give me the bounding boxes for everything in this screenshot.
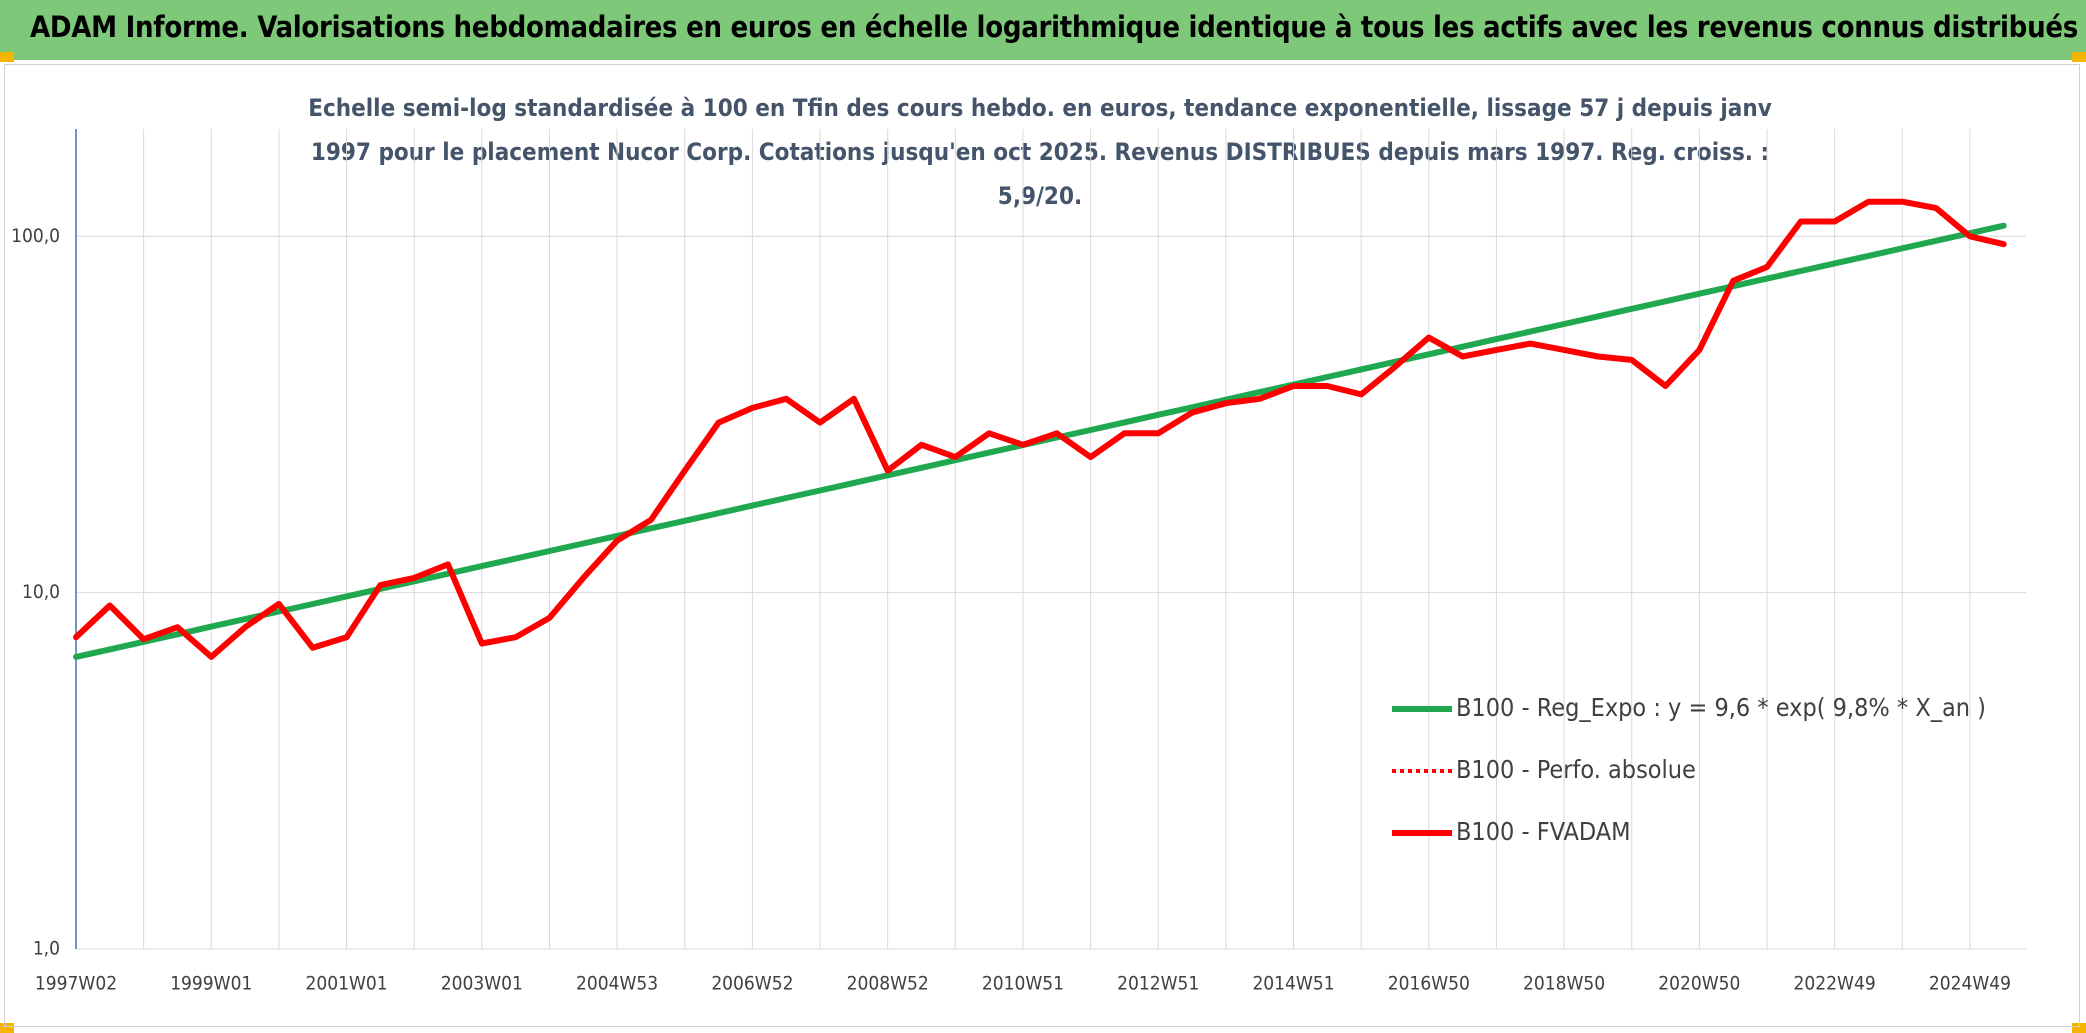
- corner-mark: [2072, 1023, 2086, 1033]
- x-tick-label: 1997W02: [35, 973, 117, 995]
- x-tick-label: 2012W51: [1117, 973, 1199, 995]
- corner-mark: [0, 1023, 14, 1033]
- y-tick-label: 100,0: [11, 225, 60, 247]
- x-tick-label: 2008W52: [847, 973, 929, 995]
- chart-subtitle: Echelle semi-log standardisée à 100 en T…: [308, 94, 1772, 210]
- x-tick-label: 1999W01: [170, 973, 252, 995]
- x-tick-label: 2024W49: [1929, 973, 2011, 995]
- header-bar: ADAM Informe. Valorisations hebdomadaire…: [0, 0, 2086, 60]
- legend-label: B100 - Perfo. absolue: [1456, 755, 1696, 784]
- x-tick-label: 2016W50: [1388, 973, 1470, 995]
- legend-label: B100 - Reg_Expo : y = 9,6 * exp( 9,8% * …: [1456, 693, 1986, 722]
- x-tick-label: 2020W50: [1658, 973, 1740, 995]
- x-tick-label: 2018W50: [1523, 973, 1605, 995]
- x-tick-label: 2001W01: [305, 973, 387, 995]
- x-tick-label: 2010W51: [982, 973, 1064, 995]
- legend-label: B100 - FVADAM: [1456, 817, 1631, 846]
- x-tick-label: 2014W51: [1252, 973, 1334, 995]
- y-tick-label: 10,0: [22, 581, 60, 603]
- corner-mark: [0, 52, 14, 62]
- x-tick-label: 2004W53: [576, 973, 658, 995]
- series-line: [74, 199, 2006, 659]
- x-tick-label: 2003W01: [441, 973, 523, 995]
- series-line: [73, 198, 2007, 660]
- page-title: ADAM Informe. Valorisations hebdomadaire…: [30, 10, 2078, 44]
- y-tick-label: 1,0: [33, 938, 60, 960]
- x-tick-label: 2022W49: [1794, 973, 1876, 995]
- chart-frame: [4, 64, 2080, 1027]
- corner-mark: [2072, 52, 2086, 62]
- x-tick-label: 2006W52: [711, 973, 793, 995]
